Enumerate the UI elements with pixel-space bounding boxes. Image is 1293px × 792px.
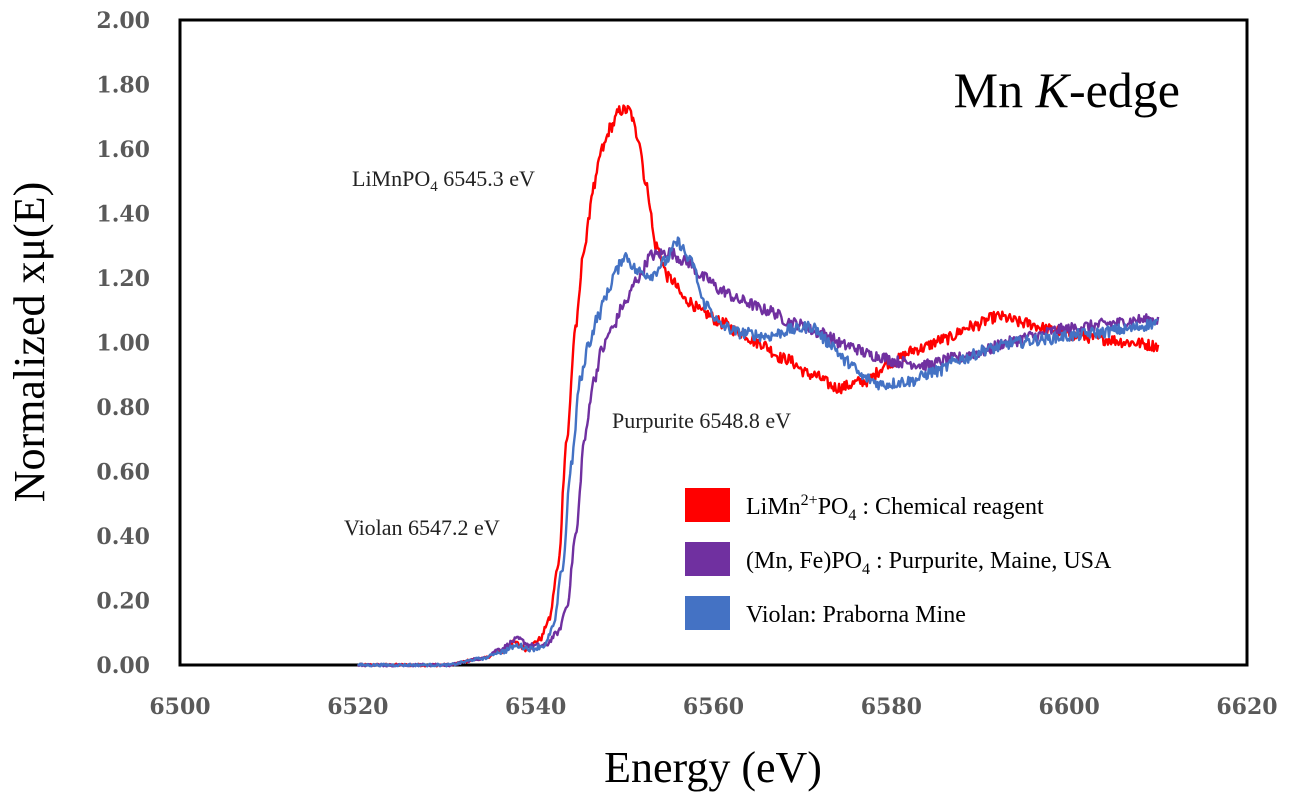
x-axis-ticks: 6500 6520 6540 6560 6580 6600 6620 (149, 694, 1277, 720)
legend: LiMn2+PO4 : Chemical reagent (Mn, Fe)PO4 … (685, 488, 1112, 630)
y-axis-title: Normalized xμ(E) (5, 182, 54, 502)
legend-label: Violan: Praborna Mine (746, 602, 966, 628)
y-tick-label: 2.00 (96, 8, 150, 34)
legend-swatch (685, 542, 730, 576)
y-tick-label: 0.80 (96, 395, 150, 421)
x-tick-label: 6580 (861, 694, 922, 720)
chart-title: Mn K-edge (954, 62, 1180, 118)
annotation-limnpo4-edge: LiMnPO4 6545.3 eV (352, 166, 535, 195)
y-tick-label: 1.00 (96, 331, 150, 357)
x-tick-label: 6500 (149, 694, 210, 720)
annotation-purpurite-edge: Purpurite 6548.8 eV (612, 408, 791, 433)
x-tick-label: 6620 (1216, 694, 1277, 720)
x-tick-label: 6600 (1039, 694, 1100, 720)
y-tick-label: 0.00 (96, 653, 150, 679)
series-lines (356, 104, 1160, 668)
legend-label: (Mn, Fe)PO4 : Purpurite, Maine, USA (746, 548, 1112, 578)
x-tick-label: 6520 (327, 694, 388, 720)
y-tick-label: 1.60 (96, 137, 150, 163)
y-tick-label: 1.40 (96, 202, 150, 228)
x-axis-title: Energy (eV) (604, 743, 822, 792)
y-tick-label: 0.60 (96, 460, 150, 486)
legend-label: LiMn2+PO4 : Chemical reagent (746, 492, 1044, 524)
y-tick-label: 1.20 (96, 266, 150, 292)
x-tick-label: 6560 (683, 694, 744, 720)
legend-swatch (685, 596, 730, 630)
y-tick-label: 0.20 (96, 589, 150, 615)
series-line-2 (357, 236, 1159, 668)
y-tick-label: 1.80 (96, 73, 150, 99)
y-tick-label: 0.40 (96, 524, 150, 550)
y-axis-ticks: 0.00 0.20 0.40 0.60 0.80 1.00 1.20 1.40 1.60 1.80… (96, 8, 150, 679)
legend-swatch (685, 488, 730, 522)
x-tick-label: 6540 (505, 694, 566, 720)
annotation-violan-edge: Violan 6547.2 eV (344, 515, 500, 540)
